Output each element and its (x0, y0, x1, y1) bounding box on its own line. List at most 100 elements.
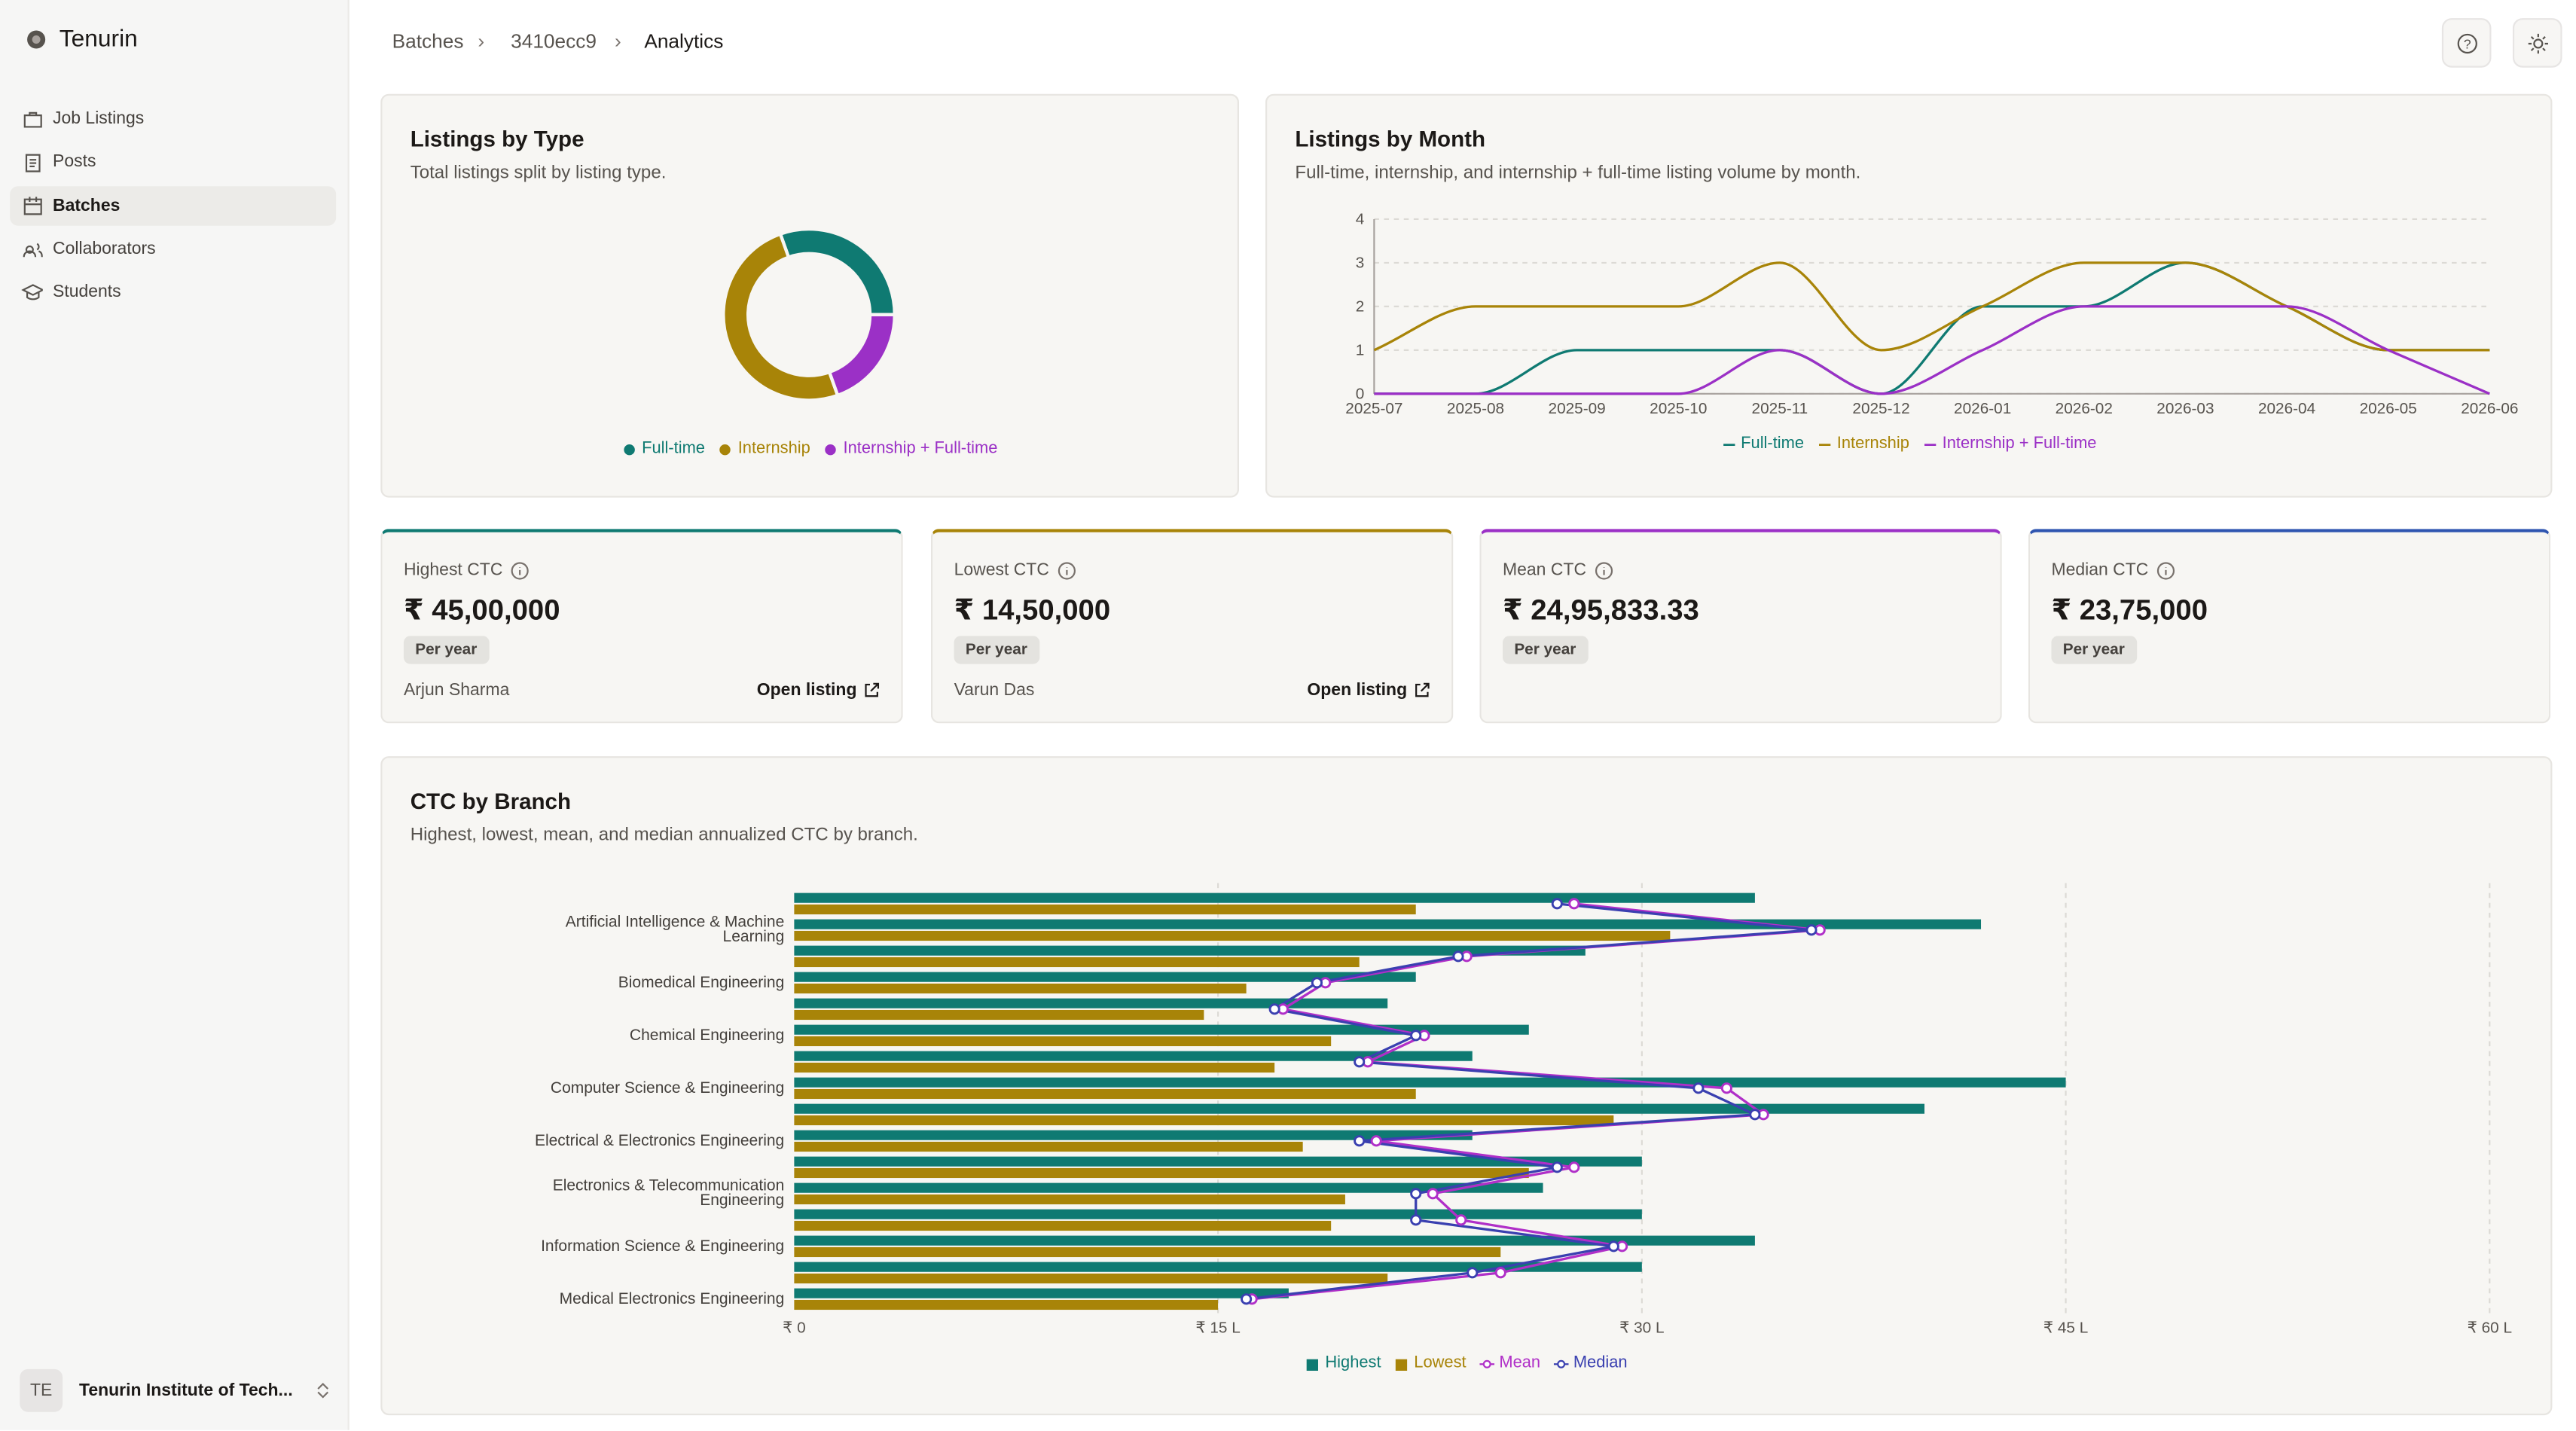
bar (794, 1088, 1416, 1100)
legend-item: Median (1553, 1354, 1628, 1372)
external-icon (865, 682, 880, 697)
nav-item[interactable]: Collaborators (10, 229, 336, 269)
stat-label-text: Highest CTC (403, 560, 503, 580)
legend-item: Internship + Full-time (823, 440, 997, 458)
x-tick-label: 2025-08 (1447, 400, 1504, 417)
y-tick-label: Electronics & Telecommunication Engineer… (552, 1176, 785, 1210)
legend-swatch (1723, 443, 1735, 445)
nav-label: Students (53, 282, 121, 302)
legend-swatch (719, 443, 731, 455)
y-tick-label: 0 (1356, 385, 1365, 402)
x-tick-label: 2026-06 (2461, 400, 2518, 417)
x-tick-label: 2025-09 (1549, 400, 1606, 417)
stat-name: Varun Das (954, 680, 1035, 700)
nav-icon (21, 283, 43, 300)
external-icon (1415, 682, 1430, 697)
bar (794, 1220, 1332, 1231)
legend-label: Highest (1325, 1354, 1381, 1373)
legend-item: Internship (718, 440, 810, 458)
nav-icon (23, 111, 42, 127)
legend: Highest Lowest Mean Median (380, 1354, 2552, 1372)
open-listing-text: Open listing (1307, 680, 1408, 700)
crumb-current: Analytics (644, 29, 724, 53)
point (1551, 898, 1563, 910)
line-series (1374, 305, 2490, 395)
x-tick-label: 2026-05 (2360, 400, 2417, 417)
point (1354, 1135, 1366, 1147)
point (1427, 1188, 1439, 1200)
logo (27, 30, 46, 49)
legend-item: Lowest (1394, 1354, 1467, 1372)
open-listing[interactable]: Open listing (1307, 680, 1430, 700)
stat-card: Median CTC ₹ 23,75,000 Per year (2028, 529, 2551, 724)
x-tick-label: 2025-12 (1852, 400, 1909, 417)
stat-badge: Per year (954, 636, 1039, 664)
bar (794, 998, 1388, 1008)
x-tick-label: 2025-10 (1650, 400, 1707, 417)
open-listing-text: Open listing (756, 680, 857, 700)
org-switcher[interactable]: TE Tenurin Institute of Tech... (20, 1368, 329, 1414)
card-title: Listings by Month (1295, 127, 1486, 152)
nav-label: Job Listings (53, 108, 145, 129)
point (1749, 1109, 1761, 1121)
nav-item[interactable]: Batches (10, 185, 337, 225)
stat-name: Arjun Sharma (403, 680, 510, 700)
org-name: Tenurin Institute of Tech... (79, 1381, 293, 1401)
info-icon (1058, 561, 1076, 579)
donut-slice (827, 313, 897, 398)
nav-label: Batches (53, 195, 121, 215)
stat-label-text: Mean CTC (1503, 560, 1587, 580)
point (1410, 1188, 1422, 1200)
legend-label: Full-time (642, 440, 705, 459)
bar (794, 919, 1982, 929)
crumb[interactable]: 3410ecc9 (511, 29, 597, 53)
help-button[interactable]: ? (2441, 18, 2492, 68)
nav-item[interactable]: Posts (10, 142, 336, 182)
crumb-sep: › (614, 29, 621, 53)
legend-swatch (1307, 1358, 1319, 1370)
x-tick-label: 2025-07 (1345, 400, 1402, 417)
point (1720, 1082, 1732, 1094)
x-tick-label: ₹ 45 L (2043, 1320, 2088, 1337)
point (1268, 1003, 1280, 1015)
donut-slice (778, 227, 897, 316)
y-tick-label: 1 (1356, 341, 1365, 359)
bar (794, 1273, 1388, 1284)
stat-badge: Per year (2051, 636, 2137, 664)
bar (794, 1051, 1473, 1061)
y-tick-label: Electrical & Electronics Engineering (534, 1131, 785, 1150)
theme-button[interactable] (2512, 18, 2562, 68)
legend: Full-time Internship Internship + Full-tim… (380, 440, 1239, 458)
bar (794, 1167, 1529, 1179)
info-icon (511, 561, 529, 579)
legend-item: Internship (1818, 435, 1909, 453)
line-series (1374, 261, 2490, 395)
stat-value: ₹ 14,50,000 (954, 593, 1111, 627)
x-tick-label: ₹ 0 (783, 1320, 806, 1337)
legend-item: Mean (1479, 1354, 1540, 1372)
bar (794, 983, 1247, 994)
crumb[interactable]: Batches (392, 29, 464, 53)
nav-item[interactable]: Job Listings (10, 99, 336, 139)
info-icon (2156, 561, 2175, 579)
legend: Full-time Internship Internship + Full-tim… (1265, 435, 2552, 453)
bar (794, 945, 1586, 956)
nav-item[interactable]: Students (10, 272, 336, 312)
legend-item: Highest (1305, 1354, 1381, 1372)
point (1370, 1135, 1382, 1147)
x-tick-label: ₹ 15 L (1195, 1320, 1240, 1337)
bar (794, 1062, 1275, 1073)
card-subtitle: Highest, lowest, mean, and median annual… (410, 825, 918, 846)
legend-label: Internship + Full-time (1942, 435, 2097, 453)
bar (794, 1077, 2066, 1088)
open-listing[interactable]: Open listing (757, 680, 880, 700)
y-tick-label: Computer Science & Engineering (550, 1079, 785, 1097)
legend-swatch (1818, 443, 1831, 445)
point (1607, 1240, 1619, 1253)
x-tick-label: 2025-11 (1752, 400, 1808, 417)
bar (794, 1009, 1204, 1021)
stat-label: Median CTC (2051, 560, 2175, 580)
stat-label: Lowest CTC (954, 560, 1076, 580)
bar (794, 1141, 1303, 1152)
